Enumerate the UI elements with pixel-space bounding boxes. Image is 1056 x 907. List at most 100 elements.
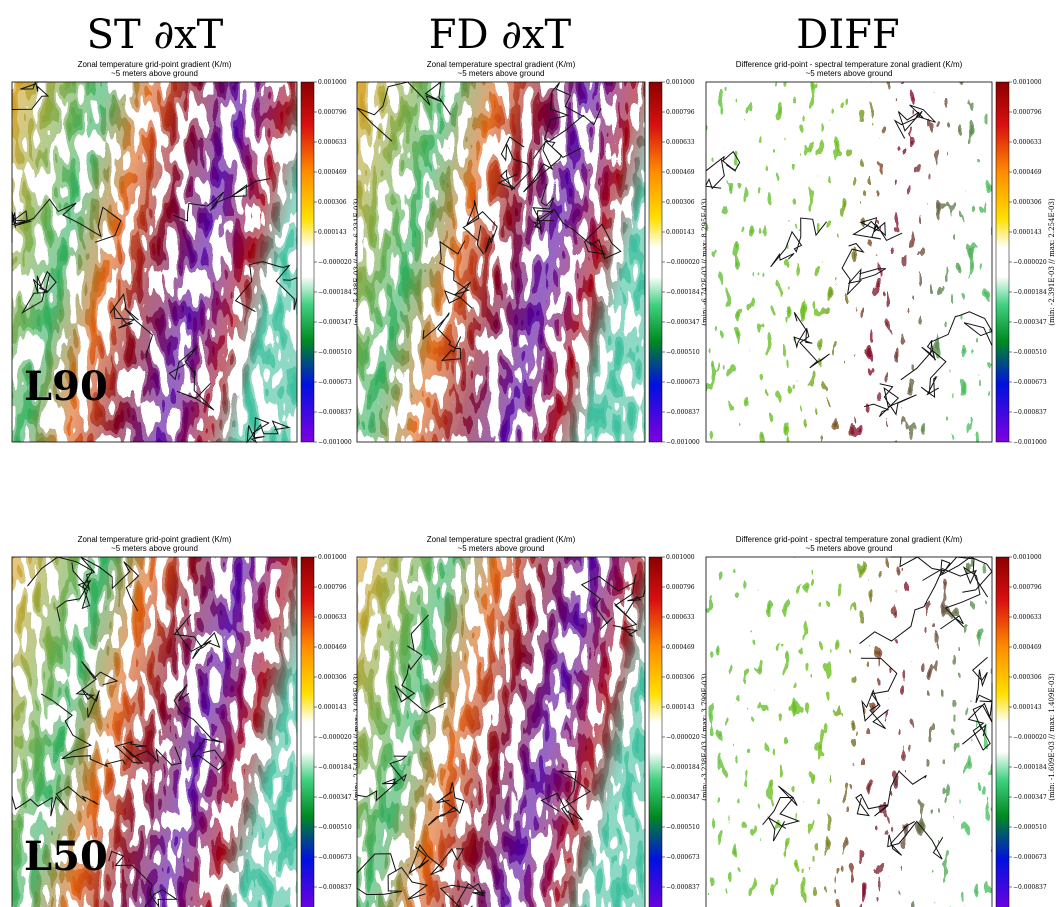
colorbar-tick-label: 0.000469 [666,644,695,651]
colorbar-tick-label: −0.000020 [318,259,352,266]
border-line [462,200,498,255]
border-line [890,556,993,593]
column-header: ST ∂xT [87,12,224,58]
colorbar-tick-label: −0.000020 [666,259,700,266]
colorbar-tick-label: −0.000510 [1013,349,1047,356]
colorbar-tick-label: 0.000796 [666,584,695,591]
panel-subtitle: ~5 meters above ground [458,69,545,78]
border-line [770,217,827,268]
colorbar-tick-label: −0.000510 [318,824,352,831]
colorbar-tick-label: −0.000184 [1013,764,1047,771]
border-line [168,346,215,411]
map-field [706,82,992,442]
border-line [172,178,271,222]
colorbar-tick-label: −0.000020 [1013,734,1047,741]
border-line [356,853,429,900]
colorbar-tick-label: 0.000143 [318,704,347,711]
panel-subtitle: ~5 meters above ground [806,69,893,78]
colorbar-tick-label: −0.000837 [666,409,700,416]
colorbar-tick-label: −0.000673 [666,379,700,386]
colorbar-tick-label: 0.001000 [1013,79,1042,86]
border-line [439,882,486,907]
colorbar-tick-label: 0.000796 [318,109,347,116]
range-label: (min: -1.609E-03 // max: 1.409E-03) [1048,673,1056,801]
colorbar-tick-label: 0.000143 [666,229,695,236]
colorbar-tick-label: 0.000306 [1013,674,1042,681]
colorbar-tick-label: −0.000347 [666,319,700,326]
map-field [357,82,645,442]
panel-subtitle: ~5 meters above ground [111,69,198,78]
border-line [705,150,741,190]
colorbar-tick-label: −0.000020 [1013,259,1047,266]
border-line [612,584,646,637]
border-line [863,383,917,418]
colorbar-tick-label: −0.000510 [318,349,352,356]
map-frame [356,81,646,443]
row-label: L50 [24,833,108,880]
map-field [357,557,645,907]
colorbar-tick-label: −0.000184 [666,764,700,771]
colorbar-tick-label: −0.000184 [666,289,700,296]
border-line [11,785,99,817]
colorbar-tick-label: −0.001000 [666,439,700,446]
colorbar-tick-label: 0.000633 [1013,614,1042,621]
colorbar-tick-label: 0.000796 [1013,584,1042,591]
colorbar-tick-label: −0.000347 [666,794,700,801]
colorbar-tick-label: −0.000184 [1013,289,1047,296]
border-line [173,614,221,660]
colorbar-tick-label: −0.000510 [666,824,700,831]
colorbar-tick-label: −0.000837 [318,409,352,416]
colorbar-tick-label: 0.001000 [318,79,347,86]
panel-title: Zonal temperature spectral gradient (K/m… [427,535,576,544]
colorbar-tick-label: −0.000673 [1013,854,1047,861]
border-line [109,293,154,358]
colorbar-tick-label: 0.000306 [318,674,347,681]
border-line [356,80,452,142]
colorbar-tick-label: 0.000796 [1013,109,1042,116]
border-line [394,614,446,714]
colorbar-tick-label: −0.000347 [318,319,352,326]
colorbar-tick-label: 0.000143 [666,704,695,711]
border-line [422,312,462,362]
border-line [173,683,226,771]
colorbar-tick-label: 0.000143 [1013,704,1042,711]
colorbar-tick-label: 0.000469 [666,169,695,176]
colorbar [300,556,315,907]
colorbar-tick-label: 0.000633 [1013,139,1042,146]
border-line [27,556,93,622]
panel-title: Zonal temperature grid-point gradient (K… [78,60,232,69]
panel-subtitle: ~5 meters above ground [111,544,198,553]
map-panel: Zonal temperature spectral gradient (K/m… [356,60,709,446]
border-line [971,656,993,716]
border-line [15,198,122,243]
colorbar-tick-label: 0.000633 [666,614,695,621]
colorbar-tick-label: −0.000510 [1013,824,1047,831]
range-label: (min: -6.742E-03 // max: 8.295E-03) [701,198,709,326]
map-frame [11,81,298,443]
border-line [439,240,473,309]
colorbar-tick-label: −0.000837 [1013,409,1047,416]
colorbar-tick-label: 0.000633 [666,139,695,146]
border-line [893,104,936,139]
colorbar-tick-label: 0.000306 [666,674,695,681]
colorbar-tick-label: −0.000020 [666,734,700,741]
border-line [793,312,830,369]
map-panel: Zonal temperature spectral gradient (K/m… [356,535,709,907]
border-line [859,556,989,645]
panel-subtitle: ~5 meters above ground [458,544,545,553]
colorbar-tick-label: −0.000347 [318,794,352,801]
colorbar-tick-label: −0.000673 [666,854,700,861]
map-panel: Difference grid-point - spectral tempera… [705,535,1056,907]
colorbar-tick-label: 0.000469 [1013,644,1042,651]
colorbar-tick-label: −0.000837 [1013,884,1047,891]
colorbar-tick-label: −0.000837 [318,884,352,891]
colorbar-tick-label: 0.000143 [1013,229,1042,236]
colorbar-tick-label: 0.001000 [318,554,347,561]
border-line [855,769,927,817]
colorbar-tick-label: 0.000796 [318,584,347,591]
colorbar-tick-label: 0.000469 [318,644,347,651]
colorbar-tick-label: −0.000347 [1013,319,1047,326]
map-field [12,82,297,442]
colorbar [995,556,1010,907]
colorbar-tick-label: −0.000020 [318,734,352,741]
